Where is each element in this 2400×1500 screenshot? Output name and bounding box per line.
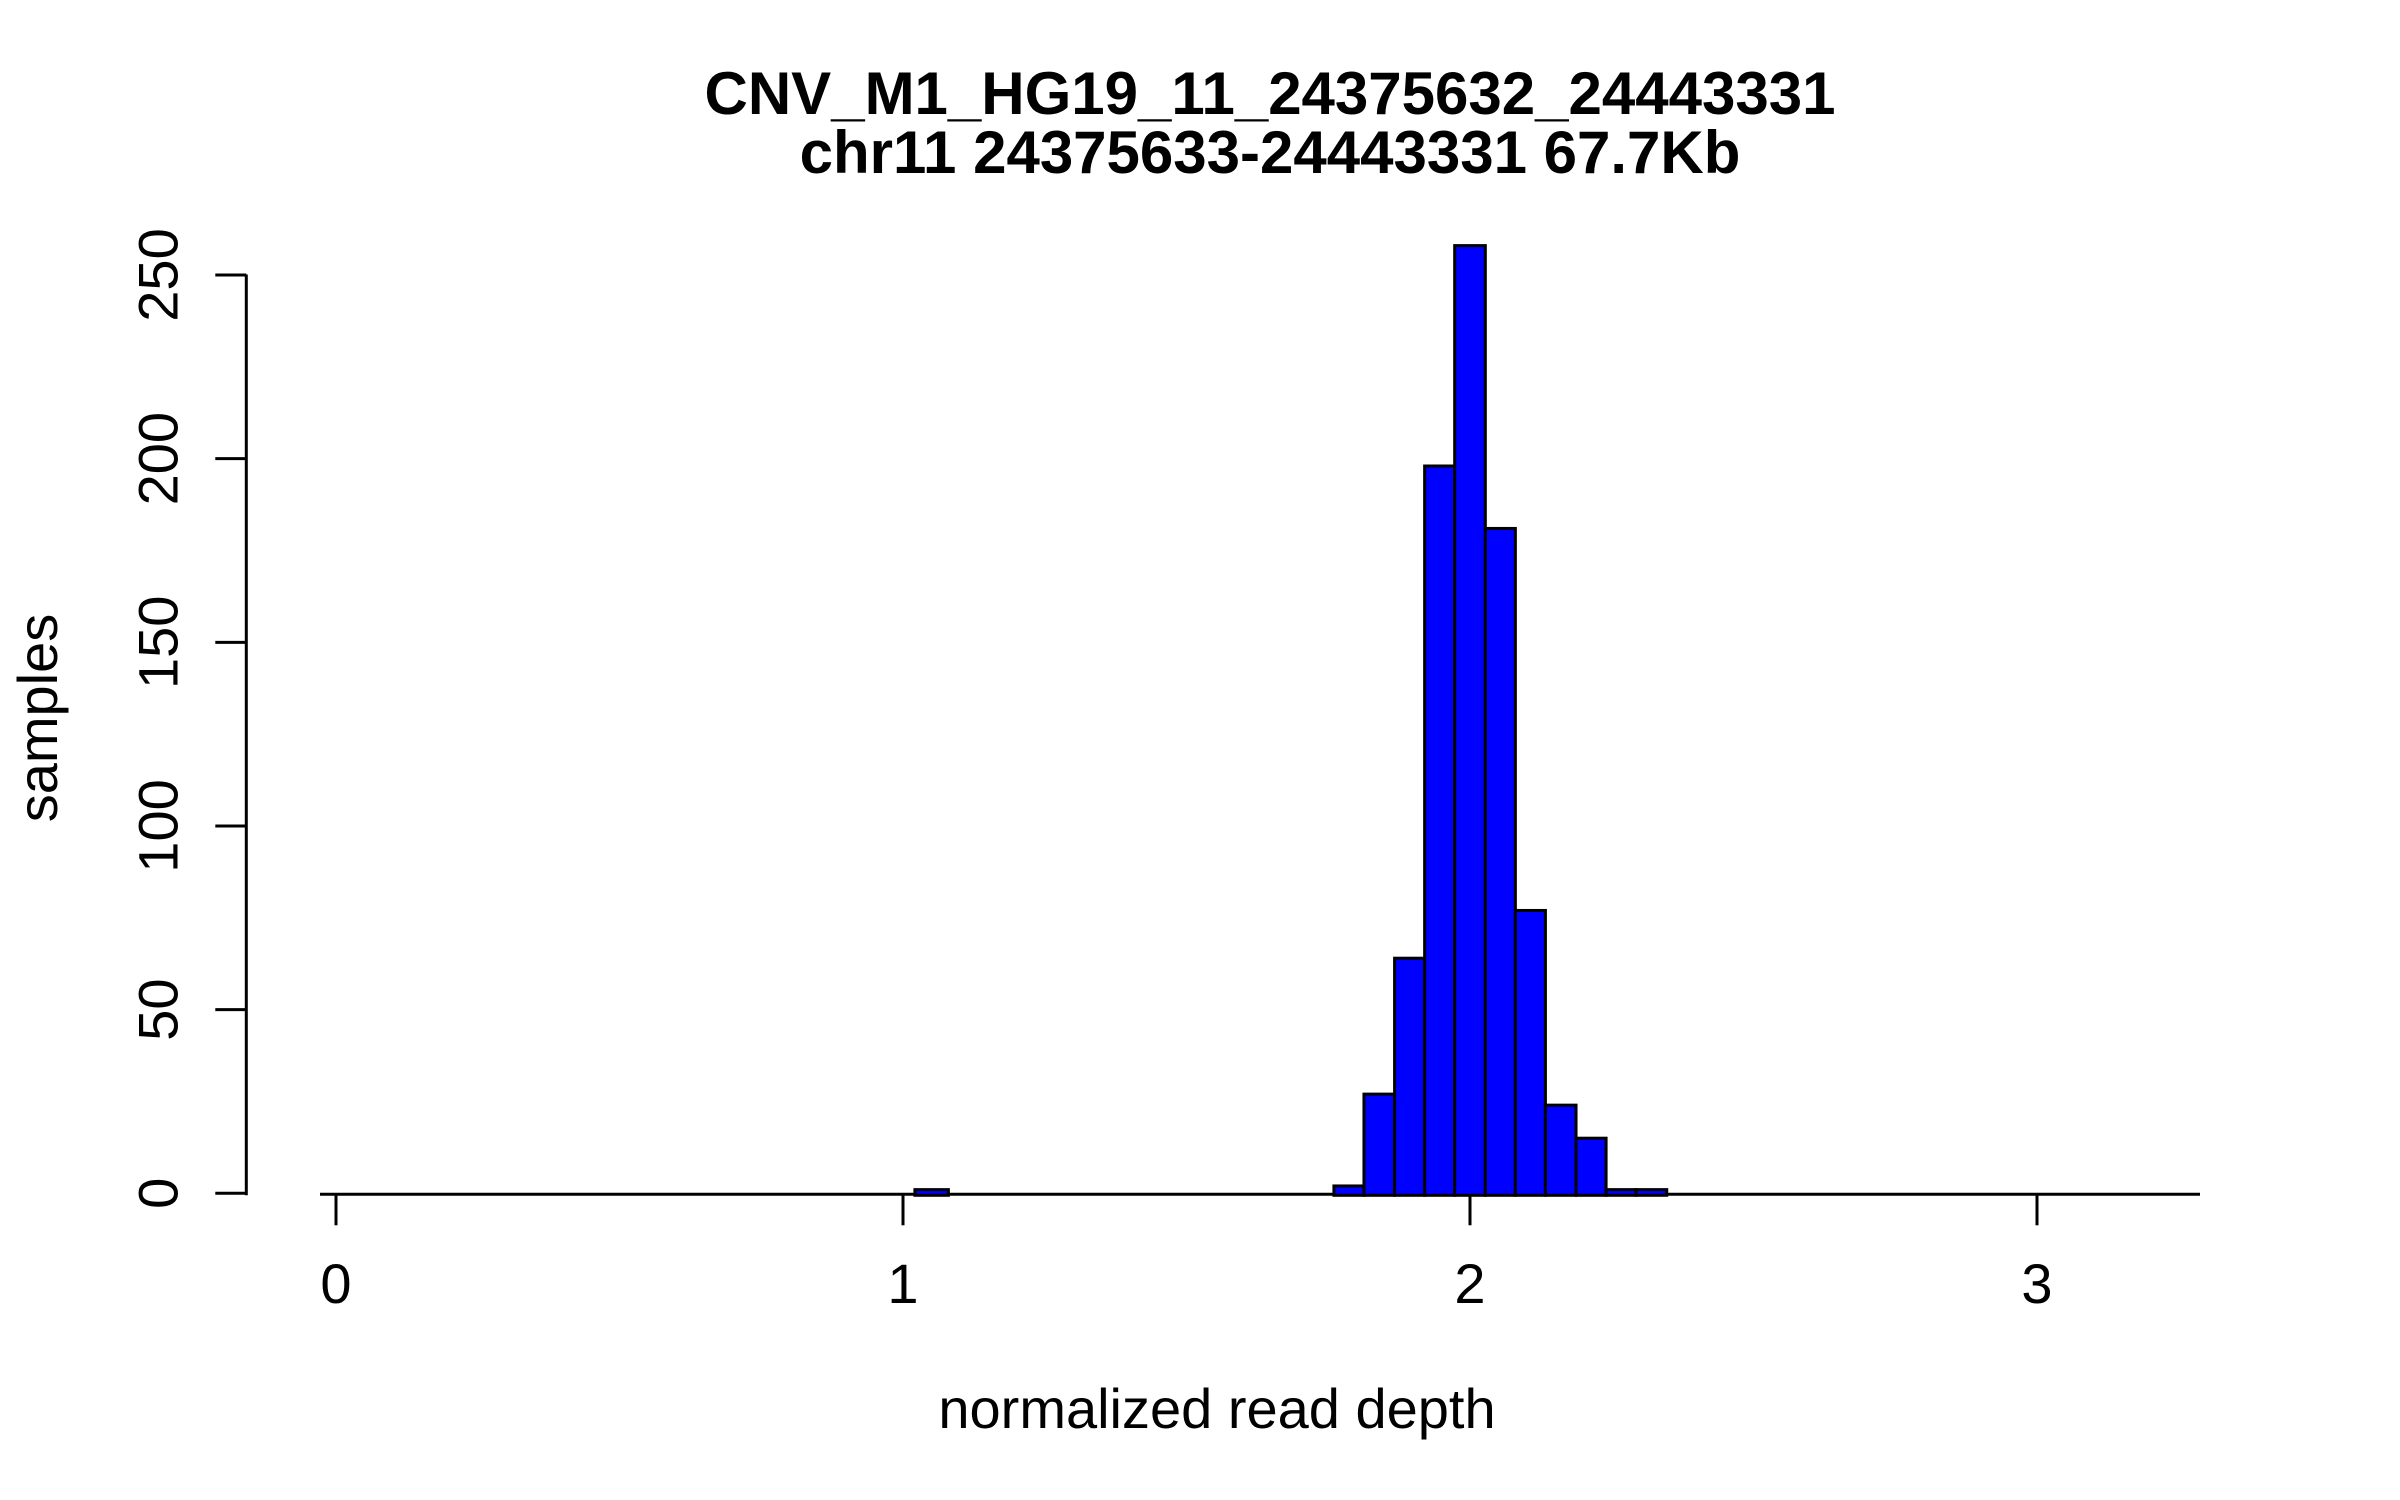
x-axis-title: normalized read depth [938,1377,1496,1440]
histogram-bar [913,1188,950,1197]
x-tick-label: 3 [2021,1252,2052,1315]
chart-title-line2: chr11 24375633-24443331 67.7Kb [799,119,1741,186]
y-axis-title: samples [6,613,69,823]
x-tick-label: 0 [320,1252,351,1315]
histogram-bar [1574,1136,1608,1197]
x-tick-label: 2 [1454,1252,1485,1315]
y-tick-label: 0 [127,1178,190,1209]
histogram-bar [1423,464,1457,1197]
histogram-bar [1604,1188,1638,1197]
histogram-bar [1393,956,1427,1197]
y-tick-label: 100 [127,779,190,872]
histogram-bar [1362,1092,1397,1197]
histogram-bar [1453,244,1487,1197]
histogram-bar [1483,526,1517,1197]
histogram-bar [1332,1184,1366,1197]
histogram-bar [1634,1188,1669,1197]
x-tick-label: 1 [887,1252,918,1315]
histogram-bar [1513,908,1547,1197]
y-tick-label: 50 [127,978,190,1040]
histogram-bar [1543,1103,1578,1197]
y-tick-label: 150 [127,596,190,689]
chart-title-line1: CNV_M1_HG19_11_24375632_24443331 [704,60,1836,127]
y-tick-label: 200 [127,412,190,505]
y-tick-label: 250 [127,228,190,321]
